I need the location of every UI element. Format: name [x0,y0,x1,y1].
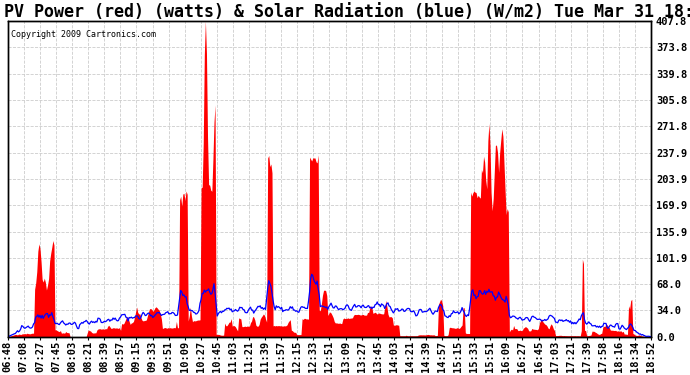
Title: Total PV Power (red) (watts) & Solar Radiation (blue) (W/m2) Tue Mar 31 18:58: Total PV Power (red) (watts) & Solar Rad… [0,3,690,21]
Text: Copyright 2009 Cartronics.com: Copyright 2009 Cartronics.com [11,30,156,39]
